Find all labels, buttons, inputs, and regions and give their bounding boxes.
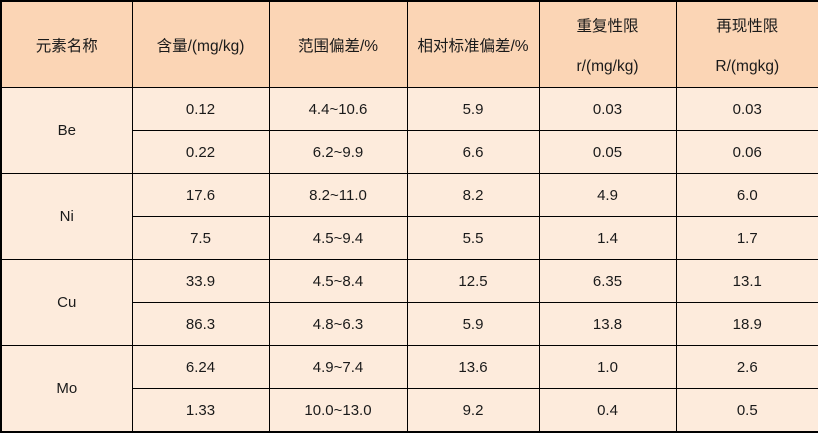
value-cell: 4.8~6.3 — [268, 302, 408, 346]
header-repeatability-limit-title: 重复性限 — [576, 17, 639, 35]
value-cell: 13.8 — [538, 302, 677, 346]
value-cell: 8.2~11.0 — [268, 173, 408, 217]
value-cell: 12.5 — [406, 259, 540, 303]
table-header: 元素名称 含量/(mg/kg) 范围偏差/% 相对标准偏差/% 重复性限 r/(… — [0, 0, 818, 88]
table-row: 7.5 4.5~9.4 5.5 1.4 1.7 — [1, 216, 818, 260]
header-repeatability-limit-unit: r/(mg/kg) — [576, 57, 639, 75]
element-name-cell: Cu — [0, 259, 133, 346]
value-cell: 13.6 — [406, 345, 540, 389]
element-name-cell: Mo — [0, 345, 133, 433]
value-cell: 0.03 — [538, 87, 677, 131]
value-cell: 13.1 — [675, 259, 818, 303]
value-cell: 0.12 — [131, 87, 270, 131]
value-cell: 8.2 — [406, 173, 540, 217]
header-content: 含量/(mg/kg) — [131, 0, 270, 88]
value-cell: 33.9 — [131, 259, 270, 303]
value-cell: 9.2 — [406, 388, 540, 433]
value-cell: 5.9 — [406, 302, 540, 346]
value-cell: 1.33 — [131, 388, 270, 433]
value-cell: 6.2~9.9 — [268, 130, 408, 174]
value-cell: 6.0 — [675, 173, 818, 217]
value-cell: 0.06 — [675, 130, 818, 174]
header-repeatability-limit: 重复性限 r/(mg/kg) — [538, 0, 677, 88]
header-row: 元素名称 含量/(mg/kg) 范围偏差/% 相对标准偏差/% 重复性限 r/(… — [0, 0, 818, 88]
table-body: Be 0.12 4.4~10.6 5.9 0.03 0.03 0.22 6.2~… — [0, 87, 818, 433]
value-cell: 4.9 — [538, 173, 677, 217]
value-cell: 86.3 — [131, 302, 270, 346]
value-cell: 18.9 — [675, 302, 818, 346]
value-cell: 0.03 — [675, 87, 818, 131]
value-cell: 6.35 — [538, 259, 677, 303]
header-range-deviation: 范围偏差/% — [268, 0, 408, 88]
header-reproducibility-limit: 再现性限 R/(mgkg) — [675, 0, 818, 88]
value-cell: 7.5 — [131, 216, 270, 260]
value-cell: 1.0 — [538, 345, 677, 389]
value-cell: 0.4 — [538, 388, 677, 433]
value-cell: 6.24 — [131, 345, 270, 389]
table-row: Be 0.12 4.4~10.6 5.9 0.03 0.03 — [0, 87, 818, 174]
table-row: 86.3 4.8~6.3 5.9 13.8 18.9 — [1, 302, 818, 346]
value-cell: 17.6 — [131, 173, 270, 217]
value-cell: 1.4 — [538, 216, 677, 260]
element-name-cell: Be — [0, 87, 133, 174]
header-reproducibility-limit-title: 再现性限 — [716, 17, 779, 35]
table-row: Mo 6.24 4.9~7.4 13.6 1.0 2.6 — [0, 345, 818, 433]
value-cell: 1.7 — [675, 216, 818, 260]
value-cell: 4.4~10.6 — [268, 87, 408, 131]
table-row: Cu 33.9 4.5~8.4 12.5 6.35 13.1 — [0, 259, 818, 346]
header-element-name: 元素名称 — [0, 0, 133, 88]
header-reproducibility-limit-unit: R/(mgkg) — [715, 57, 780, 75]
value-cell: 0.5 — [675, 388, 818, 433]
value-cell: 5.9 — [406, 87, 540, 131]
value-cell: 0.22 — [131, 130, 270, 174]
element-name-cell: Ni — [0, 173, 133, 260]
value-cell: 0.05 — [538, 130, 677, 174]
header-relative-std-deviation: 相对标准偏差/% — [406, 0, 540, 88]
table-row: Ni 17.6 8.2~11.0 8.2 4.9 6.0 — [0, 173, 818, 260]
value-cell: 5.5 — [406, 216, 540, 260]
value-cell: 2.6 — [675, 345, 818, 389]
value-cell: 4.5~8.4 — [268, 259, 408, 303]
value-cell: 4.5~9.4 — [268, 216, 408, 260]
value-cell: 4.9~7.4 — [268, 345, 408, 389]
value-cell: 10.0~13.0 — [268, 388, 408, 433]
value-cell: 6.6 — [406, 130, 540, 174]
table-row: 0.22 6.2~9.9 6.6 0.05 0.06 — [1, 130, 818, 174]
